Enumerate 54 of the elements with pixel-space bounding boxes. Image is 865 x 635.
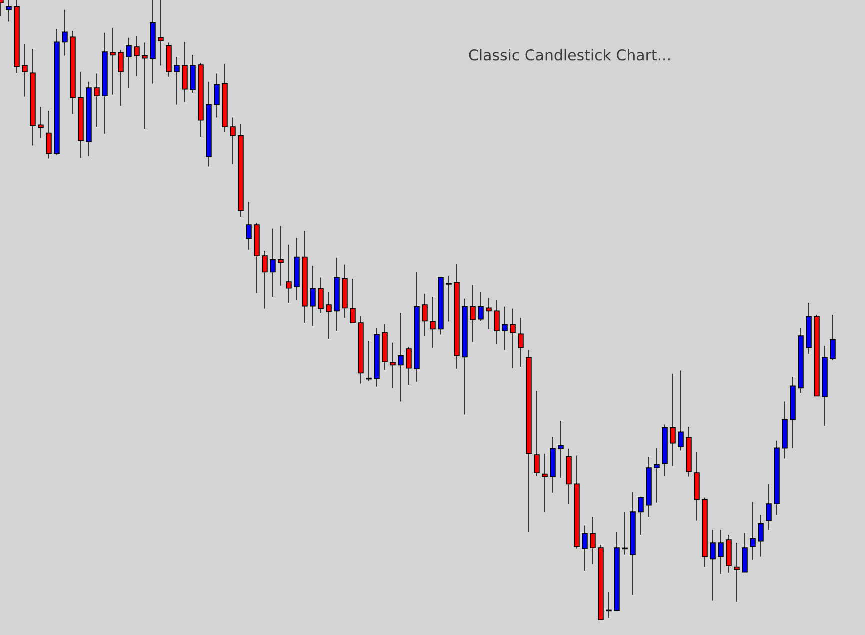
candlestick bbox=[126, 37, 132, 88]
candlestick bbox=[654, 448, 660, 504]
candlestick bbox=[502, 306, 508, 351]
candlestick bbox=[134, 36, 140, 77]
candlestick bbox=[486, 298, 492, 330]
candlestick bbox=[478, 292, 484, 322]
candlestick bbox=[278, 226, 284, 286]
text: Classic Candlestick Chart... bbox=[469, 49, 670, 61]
candlestick bbox=[110, 28, 116, 96]
candlestick bbox=[214, 73, 220, 118]
candlestick bbox=[230, 117, 236, 165]
candlestick bbox=[38, 106, 44, 139]
candlestick bbox=[350, 278, 356, 324]
candlestick bbox=[494, 300, 500, 344]
candlestick bbox=[270, 228, 276, 298]
candlestick bbox=[406, 346, 412, 386]
candlestick bbox=[734, 542, 740, 602]
candlestick bbox=[710, 530, 716, 602]
candlestick bbox=[286, 244, 292, 304]
candlestick bbox=[246, 202, 252, 250]
candlestick bbox=[62, 10, 68, 56]
candlestick bbox=[582, 525, 588, 572]
candlestick bbox=[430, 296, 436, 348]
candlestick bbox=[174, 56, 180, 106]
candlestick bbox=[470, 284, 476, 343]
candlestick bbox=[318, 277, 324, 314]
candlestick bbox=[142, 42, 148, 130]
candlestick bbox=[638, 496, 644, 536]
candlestick bbox=[750, 502, 756, 560]
candlestick bbox=[670, 373, 676, 467]
candlestick bbox=[158, 0, 164, 66]
candlestick bbox=[262, 250, 268, 310]
candlestick bbox=[718, 530, 724, 574]
candlestick bbox=[22, 44, 28, 98]
candlestick bbox=[422, 294, 428, 336]
candlestick bbox=[390, 342, 396, 388]
candlestick bbox=[398, 312, 404, 402]
candlestick bbox=[758, 514, 764, 558]
candlestick bbox=[534, 390, 540, 477]
candlestick bbox=[510, 308, 516, 369]
candlestick bbox=[46, 110, 52, 160]
candlestick bbox=[830, 314, 836, 361]
candlestick bbox=[6, 0, 12, 22]
candlestick bbox=[590, 516, 596, 565]
candlestick bbox=[94, 73, 100, 128]
candlestick bbox=[310, 266, 316, 326]
candlestick bbox=[542, 453, 548, 512]
candlestick bbox=[766, 484, 772, 530]
candlestick bbox=[118, 50, 124, 106]
candlestick bbox=[678, 370, 684, 452]
candlestick bbox=[182, 42, 188, 103]
candlestick bbox=[518, 318, 524, 368]
candlestick bbox=[558, 420, 564, 478]
candlestick bbox=[326, 292, 332, 340]
